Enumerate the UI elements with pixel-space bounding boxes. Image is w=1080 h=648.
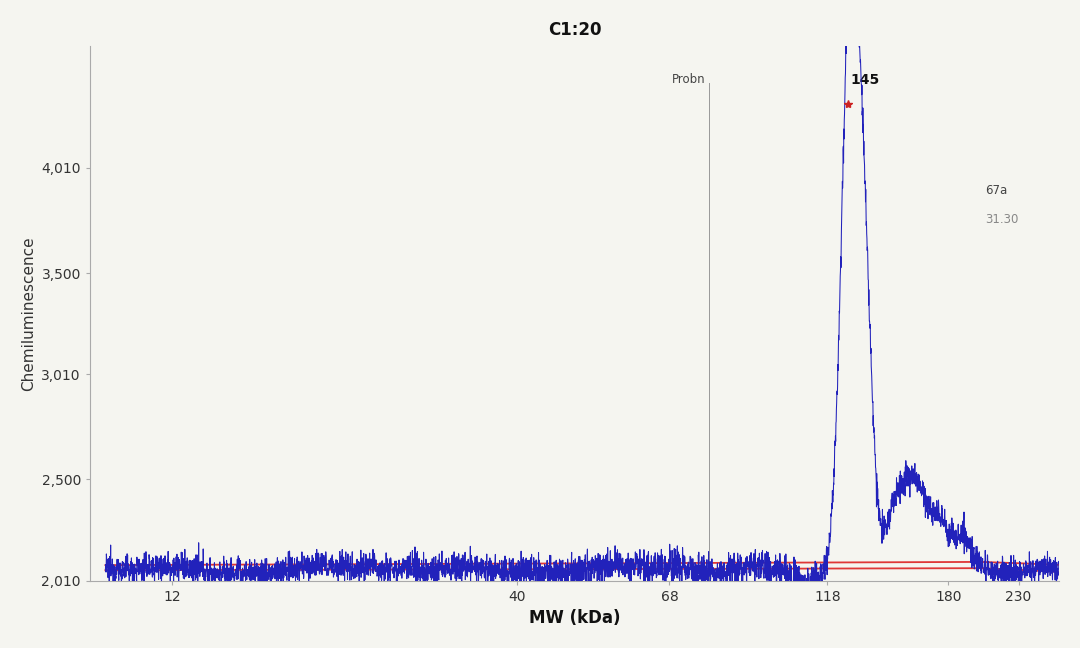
Text: 31.30: 31.30 — [986, 213, 1018, 226]
Text: 67a: 67a — [986, 184, 1008, 197]
Y-axis label: Chemiluminescence: Chemiluminescence — [21, 236, 36, 391]
Text: 145: 145 — [851, 73, 880, 87]
Text: Probn: Probn — [672, 73, 705, 86]
X-axis label: MW (kDa): MW (kDa) — [529, 609, 620, 627]
Title: C1:20: C1:20 — [548, 21, 602, 39]
